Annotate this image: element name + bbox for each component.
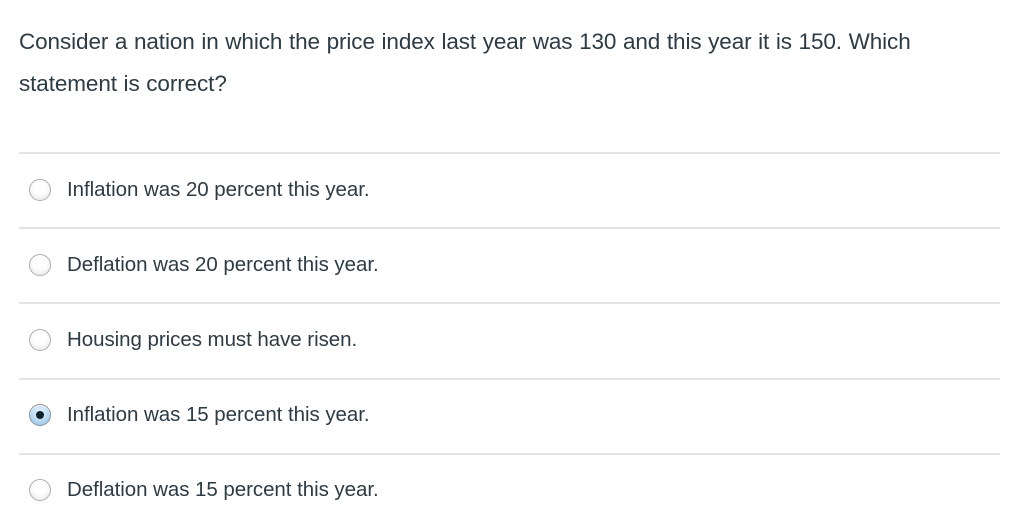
answer-option-label[interactable]: Deflation was 15 percent this year. [67,478,379,502]
question-stem-text: Consider a nation in which the price ind… [19,29,911,96]
answer-option-label[interactable]: Deflation was 20 percent this year. [67,252,379,276]
answer-option-label[interactable]: Housing prices must have risen. [67,327,358,351]
answer-separator [19,152,1000,154]
answer-separator [19,452,1000,455]
answer-separator [19,302,1000,305]
answer-option-row[interactable]: Housing prices must have risen. [0,302,1024,377]
radio-button-option-2[interactable] [29,253,51,276]
answer-option-row[interactable]: Inflation was 20 percent this year. [0,152,1024,227]
answer-options-list: Inflation was 20 percent this year. Defl… [0,152,1024,528]
radio-button-option-4[interactable] [29,404,51,427]
answer-option-row[interactable]: Deflation was 15 percent this year. [0,452,1024,528]
radio-dot-icon [36,411,44,420]
answer-separator [19,227,1000,230]
answer-option-row-selected[interactable]: Inflation was 15 percent this year. [0,377,1024,453]
answer-separator [19,377,1000,380]
radio-button-option-3[interactable] [29,328,51,351]
answer-option-label[interactable]: Inflation was 15 percent this year. [67,403,370,427]
radio-button-option-1[interactable] [29,178,51,201]
radio-button-option-5[interactable] [29,479,51,502]
answer-option-label[interactable]: Inflation was 20 percent this year. [67,177,370,201]
answer-option-row[interactable]: Deflation was 20 percent this year. [0,227,1024,302]
